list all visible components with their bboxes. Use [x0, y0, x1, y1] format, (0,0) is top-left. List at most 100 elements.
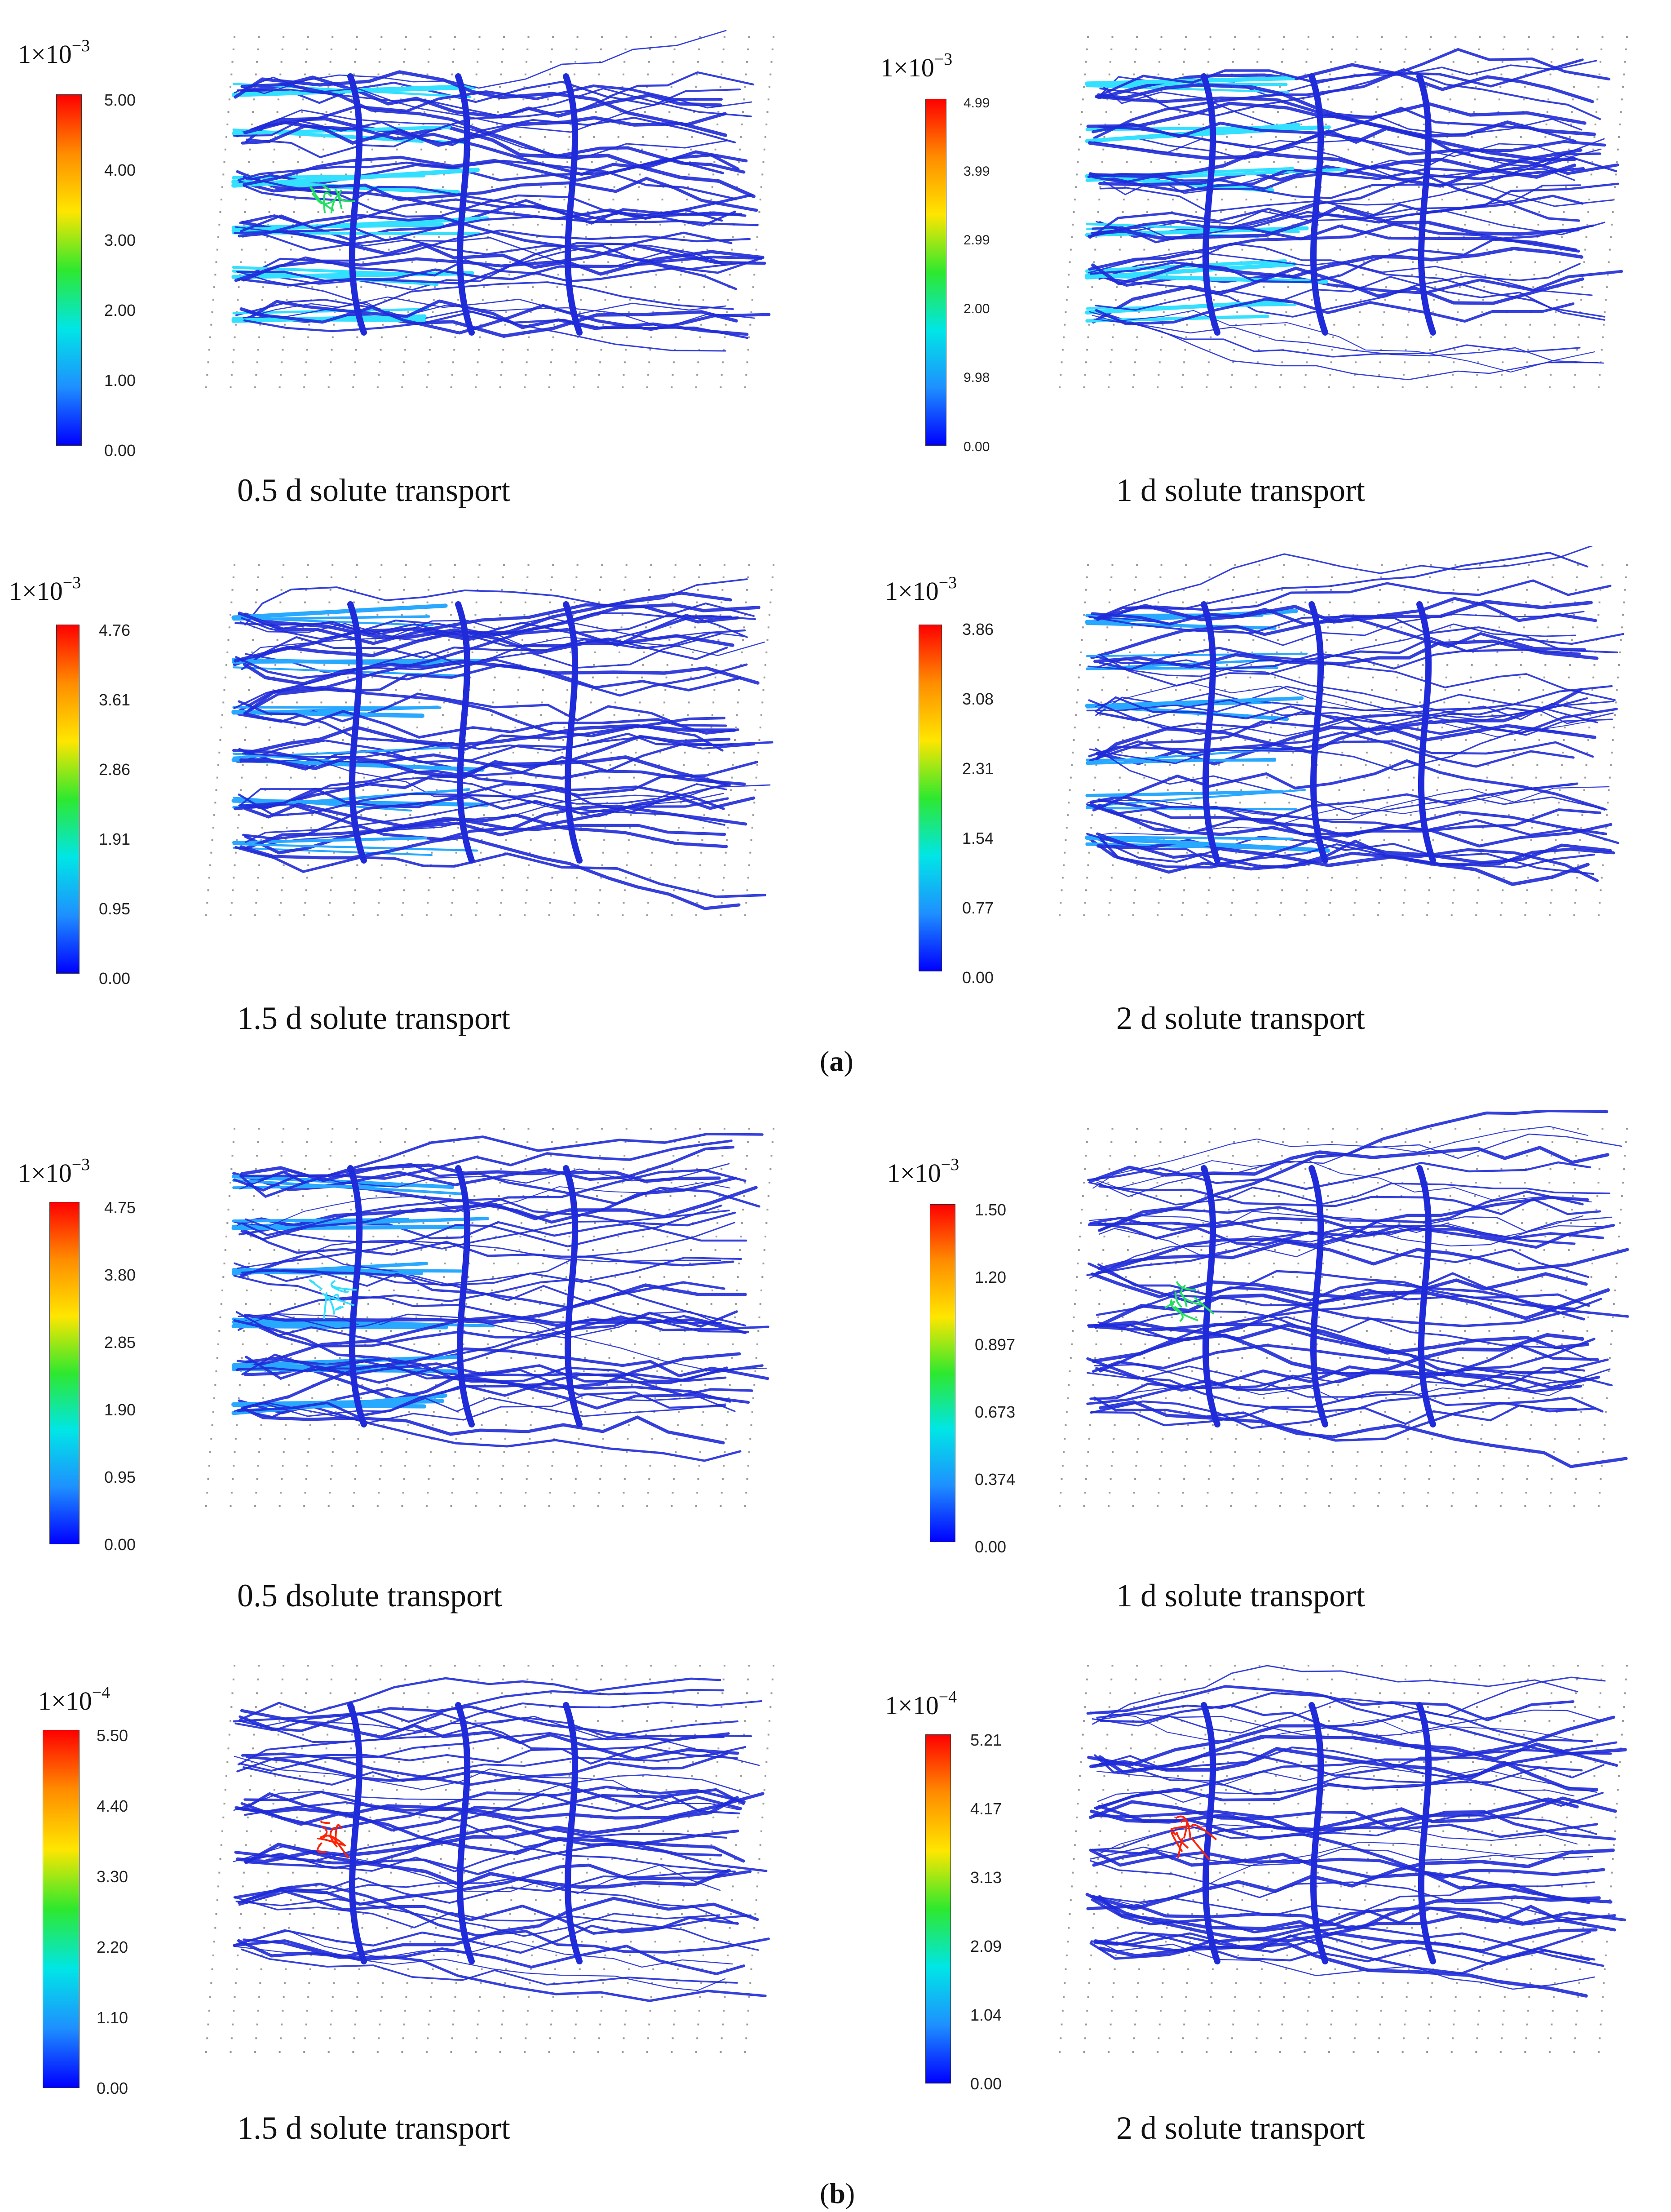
tick-label: 0.00	[104, 441, 136, 460]
fracture-lines	[1085, 546, 1625, 886]
panel-caption: 0.5 d solute transport	[237, 472, 510, 508]
scale-multiplier: 1×10−3	[885, 573, 957, 606]
scale-exponent: −3	[62, 573, 81, 592]
tick-label: 5.00	[104, 91, 136, 109]
color-bar	[49, 1202, 80, 1544]
tick-label: 0.95	[99, 900, 131, 918]
fracture-network-plot	[1059, 1110, 1629, 1507]
tick-label: 4.40	[97, 1797, 128, 1815]
fracture-network-plot	[205, 1128, 774, 1507]
tick-label: 0.00	[962, 968, 994, 987]
tick-label: 3.61	[99, 691, 131, 709]
panel-a-3: 1×10−3 4.76 3.61 2.86 1.91 0.95 0.00 1.5…	[0, 546, 836, 1074]
label-letter: a	[829, 1045, 844, 1077]
fracture-network-plot	[205, 30, 774, 388]
tick-label: 0.95	[104, 1468, 136, 1486]
scale-multiplier: 1×10−4	[38, 1683, 110, 1716]
panel-caption: 1 d solute transport	[1116, 472, 1365, 508]
panel-b-4: 1×10−4 5.21 4.17 3.13 2.09 1.04 0.00 2 d…	[836, 1647, 1671, 2175]
tick-label: 1.90	[104, 1401, 136, 1419]
scale-base: 1×10	[38, 1686, 92, 1716]
tick-label: 3.13	[970, 1868, 1002, 1887]
fracture-lines	[1085, 48, 1623, 381]
concentration-hotspot	[316, 1820, 349, 1859]
grid-dots	[205, 1128, 774, 1507]
scale-base: 1×10	[887, 1158, 941, 1188]
scale-multiplier: 1×10−3	[880, 49, 952, 83]
panel-a-1: 1×10−3 5.00 4.00 3.00 2.00 1.00 0.00 0.5…	[0, 18, 836, 546]
fracture-network-plot	[205, 1665, 774, 2053]
concentration-hotspot	[309, 1279, 357, 1319]
tick-label: 3.00	[104, 231, 136, 249]
panel-caption: 2 d solute transport	[1116, 1000, 1365, 1036]
fracture-network-plot	[1059, 546, 1628, 916]
scale-base: 1×10	[18, 1158, 72, 1188]
scale-multiplier: 1×10−4	[885, 1687, 957, 1720]
concentration-hotspot	[309, 185, 356, 213]
tick-label: 0.00	[964, 439, 990, 454]
scale-multiplier: 1×10−3	[9, 573, 81, 606]
tick-label: 2.99	[964, 233, 990, 248]
fracture-lines	[231, 1133, 769, 1462]
tick-label: 3.80	[104, 1266, 136, 1284]
concentration-hotspot	[1164, 1281, 1215, 1322]
tick-label: 0.00	[975, 1538, 1007, 1556]
tick-label: 3.99	[964, 164, 990, 179]
concentration-hotspot	[1170, 1815, 1217, 1860]
tick-label: 1.10	[97, 2008, 128, 2027]
scale-exponent: −3	[71, 36, 90, 55]
tick-label: 0.77	[962, 899, 994, 917]
tick-label: 2.31	[962, 759, 994, 778]
tick-label: 2.86	[99, 760, 131, 779]
color-bar	[930, 1204, 955, 1542]
panel-caption: 2 d solute transport	[1116, 2110, 1365, 2146]
scale-exponent: −3	[938, 573, 957, 592]
tick-label: 3.86	[962, 620, 994, 638]
tick-label: 2.85	[104, 1333, 136, 1352]
tick-label: 0.00	[99, 969, 131, 988]
subfigure-label-a: (a)	[820, 1045, 853, 1078]
subfigure-label-b: (b)	[820, 2177, 855, 2210]
panel-a-2: 1×10−3 4.99 3.99 2.99 2.00 9.98 0.00 1 d…	[836, 18, 1671, 546]
scale-multiplier: 1×10−3	[18, 36, 90, 69]
scale-base: 1×10	[880, 53, 934, 82]
panel-a-4: 1×10−3 3.86 3.08 2.31 1.54 0.77 0.00 2 d…	[836, 546, 1671, 1074]
panel-b-3: 1×10−4 5.50 4.40 3.30 2.20 1.10 0.00 1.5…	[0, 1647, 836, 2175]
scale-exponent: −3	[934, 50, 953, 69]
tick-label: 1.91	[99, 830, 131, 848]
tick-label: 4.17	[970, 1800, 1002, 1818]
panel-caption: 1.5 d solute transport	[237, 2110, 510, 2146]
fracture-network-plot	[1059, 36, 1628, 388]
color-bar	[925, 99, 946, 446]
scale-base: 1×10	[885, 1691, 939, 1720]
tick-label: 4.99	[964, 96, 990, 111]
fracture-lines	[1085, 1665, 1627, 1998]
fracture-lines	[231, 30, 771, 352]
tick-label: 4.00	[104, 161, 136, 179]
label-paren-close: )	[845, 2177, 855, 2209]
panel-caption: 0.5 dsolute transport	[237, 1578, 502, 1614]
tick-label: 0.673	[975, 1403, 1016, 1421]
fracture-network-plot	[1059, 1665, 1628, 2053]
tick-label: 4.75	[104, 1198, 136, 1217]
tick-label: 4.76	[99, 621, 131, 639]
color-bar	[56, 625, 80, 974]
tick-label: 3.30	[97, 1867, 128, 1886]
tick-label: 1.50	[975, 1201, 1007, 1219]
scale-exponent: −4	[92, 1683, 111, 1702]
panel-b-2: 1×10−3 1.50 1.20 0.897 0.673 0.374 0.00 …	[836, 1110, 1671, 1638]
label-paren-close: )	[844, 1045, 853, 1077]
color-bar	[919, 625, 942, 971]
scale-base: 1×10	[9, 576, 63, 606]
tick-label: 2.00	[104, 301, 136, 319]
scale-exponent: −4	[938, 1688, 957, 1707]
label-paren-open: (	[820, 2177, 830, 2209]
tick-label: 2.09	[970, 1937, 1002, 1955]
tick-label: 0.897	[975, 1335, 1016, 1354]
tick-label: 0.00	[970, 2075, 1002, 2093]
fracture-lines	[231, 578, 774, 910]
tick-label: 5.21	[970, 1731, 1002, 1749]
tick-label: 0.00	[97, 2079, 128, 2097]
panel-caption: 1.5 d solute transport	[237, 1000, 510, 1036]
panel-caption: 1 d solute transport	[1116, 1578, 1365, 1614]
